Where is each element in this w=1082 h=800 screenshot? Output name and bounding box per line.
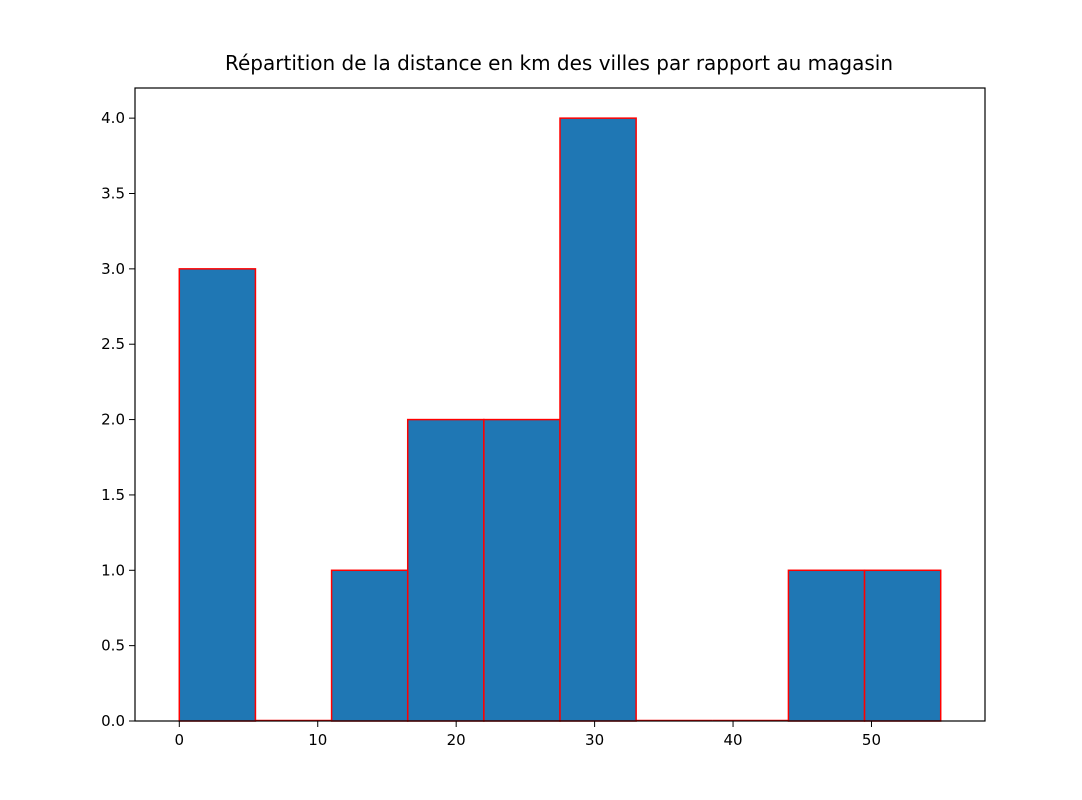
x-tick-label: 30 — [585, 731, 604, 749]
x-tick-label: 40 — [723, 731, 742, 749]
x-tick-label: 20 — [447, 731, 466, 749]
y-tick-label: 1.5 — [101, 486, 125, 504]
x-tick-label: 0 — [175, 731, 185, 749]
x-axis: 0 10 20 30 40 50 — [175, 721, 881, 749]
y-tick-label: 0.5 — [101, 637, 125, 655]
histogram-bar — [559, 117, 637, 722]
y-tick-label: 0.0 — [101, 712, 125, 730]
y-tick-label: 2.5 — [101, 335, 125, 353]
histogram-bar — [330, 569, 409, 722]
bars-group — [178, 117, 942, 722]
histogram-bar — [406, 418, 485, 722]
x-tick-label: 10 — [308, 731, 327, 749]
y-axis: 0.0 0.5 1.0 1.5 2.0 2.5 3.0 3.5 4.0 — [101, 109, 135, 730]
histogram-bar — [863, 569, 942, 722]
y-tick-label: 1.0 — [101, 561, 125, 579]
x-tick-label: 50 — [862, 731, 881, 749]
histogram-bar — [178, 268, 257, 722]
y-tick-label: 4.0 — [101, 109, 125, 127]
histogram-bar — [483, 418, 561, 722]
y-tick-label: 3.5 — [101, 185, 125, 203]
y-tick-label: 2.0 — [101, 411, 125, 429]
plot-frame — [134, 87, 986, 722]
chart-title: Répartition de la distance en km des vil… — [225, 51, 893, 75]
histogram-bar — [787, 569, 866, 722]
y-tick-label: 3.0 — [101, 260, 125, 278]
